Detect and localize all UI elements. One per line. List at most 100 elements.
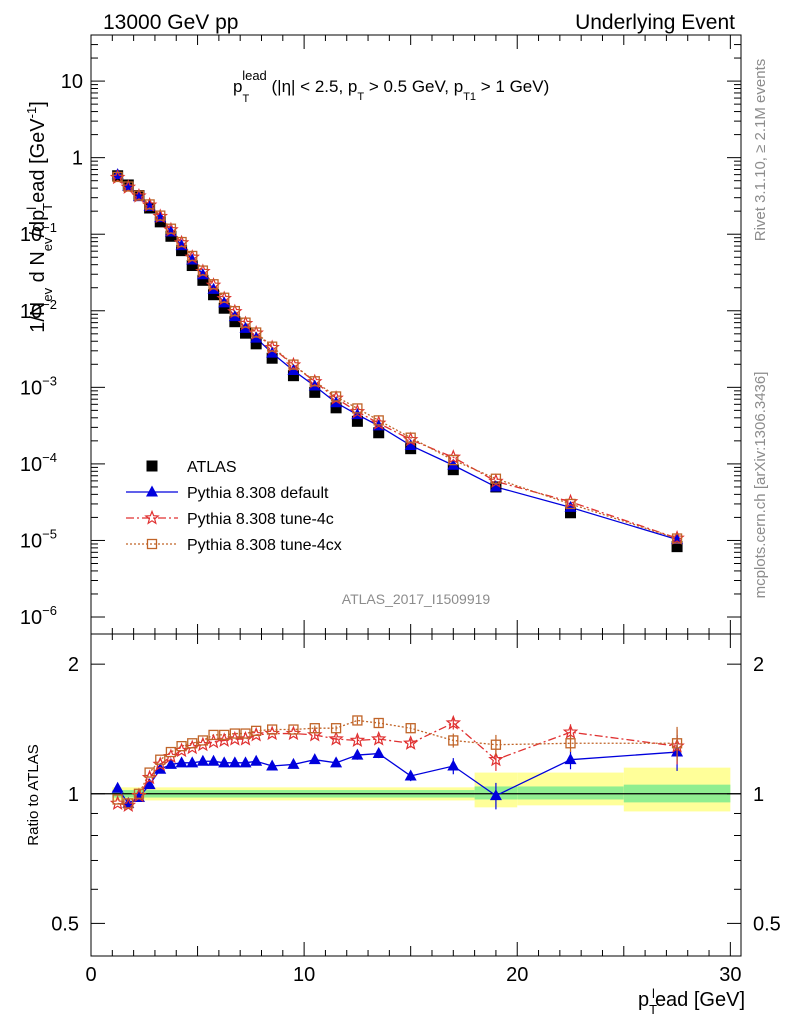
ratio-data-point <box>218 756 231 768</box>
header-right-label: Underlying Event <box>575 11 735 34</box>
ratio-data-point <box>112 794 123 805</box>
ratio-data-point <box>219 729 230 741</box>
legend-marker <box>146 460 158 472</box>
main-data-point <box>266 346 279 358</box>
legend-marker <box>144 509 160 525</box>
title-sup-lead: lead <box>242 68 267 83</box>
main-data-point <box>208 289 220 301</box>
x-tick-label: 30 <box>719 964 741 986</box>
ylabel-sub1: ev <box>40 287 55 301</box>
main-y-tick-base: 10 <box>20 377 42 399</box>
title-sub-t: T <box>242 93 249 105</box>
ratio-data-point <box>349 732 366 748</box>
x-tick-label: 0 <box>85 964 96 986</box>
main-y-tick-base: 10 <box>61 71 83 93</box>
main-data-point <box>219 292 230 303</box>
ratio-data-point <box>266 759 279 771</box>
ratio-y-tick-label: 0.5 <box>51 913 79 935</box>
main-data-point <box>197 274 209 286</box>
x-tick-label: 20 <box>506 964 528 986</box>
ratio-data-point <box>288 724 299 735</box>
ratio-data-point <box>197 735 209 746</box>
title-end: > 1 GeV) <box>476 77 549 96</box>
ratio-data-point <box>328 730 344 746</box>
main-data-point <box>351 415 363 427</box>
ratio-data-point <box>352 715 363 726</box>
ratio-data-point <box>488 751 504 767</box>
main-data-point <box>489 480 502 492</box>
ratio-data-point <box>308 753 321 765</box>
main-y-tick-label: 10−4 <box>20 450 57 476</box>
main-data-point <box>565 507 577 519</box>
header-left-label: 13000 GeV pp <box>103 11 238 34</box>
main-y-tick-exp: −5 <box>42 526 57 541</box>
ratio-y-axis-label: Ratio to ATLAS <box>25 744 42 845</box>
legend-label: Pythia 8.308 default <box>187 485 329 502</box>
ratio-data-point <box>155 754 166 765</box>
main-data-point <box>352 403 363 414</box>
main-data-point <box>197 265 209 276</box>
main-data-point <box>564 500 577 512</box>
ratio-data-point <box>154 762 167 774</box>
main-data-point <box>404 438 417 450</box>
ratio-data-point <box>143 778 156 790</box>
ratio-data-point <box>175 756 188 768</box>
ylabel-sup3: l <box>24 207 39 210</box>
ratio-data-point <box>489 789 502 801</box>
main-data-point <box>186 260 198 272</box>
ylabel-a: 1/N <box>27 302 49 333</box>
main-series-layer <box>109 168 685 553</box>
main-y-tick-label: 10−2 <box>20 297 57 323</box>
ratio-y-tick-label: 1 <box>68 784 79 806</box>
legend-marker <box>146 485 158 497</box>
main-data-point <box>229 305 241 317</box>
ratio-data-point <box>490 739 502 750</box>
main-data-point <box>218 302 230 314</box>
legend-label: Pythia 8.308 tune-4c <box>187 511 334 528</box>
ratio-y-tick-label-right: 2 <box>753 654 764 676</box>
main-data-point <box>240 327 252 339</box>
main-y-tick-base: 10 <box>20 454 42 476</box>
ratio-data-point <box>447 759 460 771</box>
main-y-tick-label: 10−1 <box>20 220 57 246</box>
ratio-data-point <box>671 738 683 749</box>
xlabel-p: p <box>638 989 649 1011</box>
main-data-point <box>448 454 459 466</box>
ratio-data-point <box>448 735 459 746</box>
ratio-data-point <box>373 717 384 729</box>
ratio-data-point <box>266 724 278 735</box>
ratio-data-point <box>330 756 343 768</box>
ratio-data-point <box>309 723 320 734</box>
ratio-data-point <box>165 746 177 758</box>
main-data-point <box>671 541 683 553</box>
ratio-data-point <box>351 748 364 760</box>
main-y-tick-exp: −4 <box>42 450 57 465</box>
main-data-point <box>287 370 299 382</box>
legend-label: Pythia 8.308 tune-4cx <box>187 537 342 554</box>
main-data-point <box>229 316 241 328</box>
main-y-tick-label: 10−5 <box>20 526 57 552</box>
main-data-point <box>330 402 342 414</box>
main-data-point <box>133 190 145 201</box>
main-y-tick-label: 10−6 <box>20 603 57 629</box>
ratio-data-point <box>370 730 387 746</box>
ratio-data-point <box>208 729 219 741</box>
main-data-point <box>671 533 683 544</box>
ratio-data-point <box>186 756 199 768</box>
ratio-data-point <box>229 728 241 739</box>
main-data-point <box>187 250 198 262</box>
ratio-band-inner <box>517 786 624 800</box>
main-data-point <box>176 245 188 257</box>
ratio-data-point <box>445 714 462 730</box>
xlabel-rest: ead [GeV] <box>655 989 745 1011</box>
ylabel-sub2: ev <box>40 237 55 251</box>
ratio-data-point <box>239 756 252 768</box>
main-y-tick-base: 10 <box>20 224 42 246</box>
ratio-data-point <box>111 781 124 793</box>
main-data-point <box>266 341 278 352</box>
main-y-tick-exp: −3 <box>42 373 57 388</box>
main-data-point <box>112 171 123 183</box>
